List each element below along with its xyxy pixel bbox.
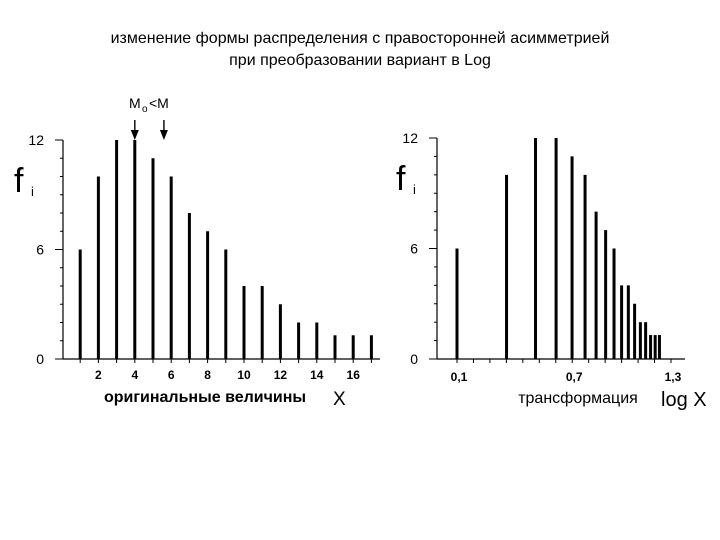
left-y-tick-label: 6: [36, 242, 44, 258]
left-x-tick-label: 10: [237, 368, 251, 382]
left-x-tick-label: 6: [168, 368, 175, 382]
right-y-label-sub: i: [413, 182, 416, 197]
left-x-label: оригинальные величины: [104, 389, 306, 406]
right-y-tick-label: 0: [410, 351, 418, 367]
chart-title-line2: при преобразовании вариант в Log: [229, 52, 491, 69]
left-x-tick-label: 16: [347, 368, 361, 382]
right-chart: 0 6 12 0,1 0,7 1,3 f i трансформация log X: [396, 130, 707, 411]
right-x-symbol: log X: [661, 389, 707, 411]
left-y-label-sub: i: [31, 184, 34, 199]
left-x-tick-label: 4: [131, 368, 138, 382]
left-x-tick-label: 8: [204, 368, 211, 382]
annotation-mode-mean-sub: o: [142, 104, 148, 115]
left-x-tick-label: 2: [95, 368, 102, 382]
right-y-tick-label: 6: [410, 241, 418, 257]
left-x-tick-label: 14: [310, 368, 324, 382]
annotation-arrow-head: [130, 130, 139, 140]
left-x-tick-label: 12: [274, 368, 288, 382]
right-x-label: трансформация: [518, 390, 638, 407]
right-y-label: f: [396, 160, 406, 198]
right-x-tick-label: 0,7: [566, 370, 583, 384]
annotation-arrow-head: [159, 130, 168, 140]
left-x-symbol: X: [333, 389, 346, 410]
left-y-tick-label: 12: [28, 132, 44, 148]
annotation-mode-mean-base: M: [129, 95, 141, 111]
left-y-label: f: [14, 162, 24, 200]
right-y-tick-label: 12: [402, 130, 418, 146]
right-x-tick-label: 0,1: [451, 370, 468, 384]
left-y-tick-label: 0: [36, 351, 44, 367]
annotation-mode-mean-rest: <M: [149, 95, 169, 111]
right-x-tick-label: 1,3: [665, 370, 682, 384]
left-chart: 0 6 12 2 4 6 8 10 12 14 16 f i оригинальные величины X…: [14, 95, 380, 410]
chart-title-line1: изменение формы распределения с правосто…: [110, 30, 610, 47]
